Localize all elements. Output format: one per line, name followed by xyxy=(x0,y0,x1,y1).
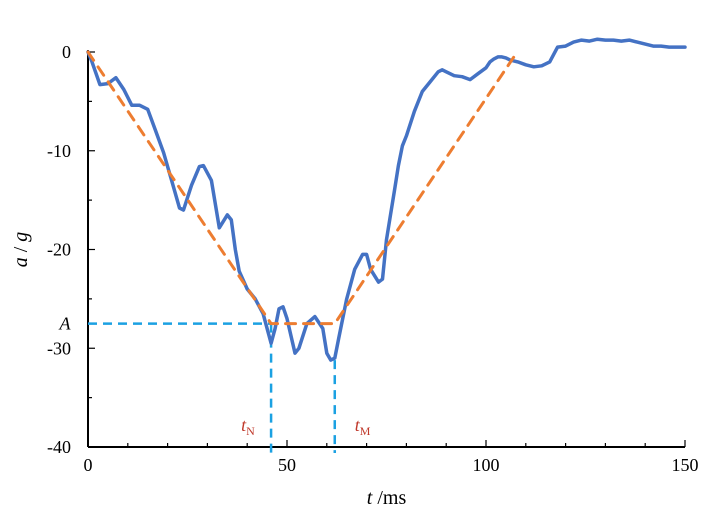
a-level-label: A xyxy=(59,314,72,334)
axes: 0 50 100 150 0 -10 -20 -30 -40 xyxy=(47,42,699,475)
y-tick-label: -40 xyxy=(47,437,71,457)
tn-label-sub: N xyxy=(246,424,255,438)
y-tick-label: -30 xyxy=(47,338,71,358)
x-tick-label: 150 xyxy=(672,455,699,475)
y-tick-label: -10 xyxy=(47,141,71,161)
x-axis-title-unit: /ms xyxy=(372,487,406,509)
y-axis-title-unit: g xyxy=(10,232,32,242)
y-tick-label: 0 xyxy=(62,42,71,62)
tn-label: tN xyxy=(241,415,255,438)
y-axis-title-sep: / xyxy=(10,242,32,258)
reference-lines xyxy=(88,322,337,453)
x-tick-label: 100 xyxy=(473,455,500,475)
x-tick-label: 0 xyxy=(84,455,93,475)
tn-label-main: t xyxy=(241,415,247,435)
idealized-series-line xyxy=(86,50,516,326)
tm-label-sub: M xyxy=(360,424,371,438)
tm-label: tM xyxy=(355,415,371,438)
y-tick-label: -20 xyxy=(47,240,71,260)
y-axis-title-var: a xyxy=(10,257,32,267)
measured-series-line xyxy=(86,37,687,362)
series-layer xyxy=(86,37,687,362)
x-tick-label: 50 xyxy=(278,455,296,475)
tm-label-main: t xyxy=(355,415,361,435)
x-axis-title-var: t xyxy=(367,487,373,509)
y-axis-title: a / g xyxy=(10,232,32,268)
x-axis-title: t /ms xyxy=(367,487,407,509)
